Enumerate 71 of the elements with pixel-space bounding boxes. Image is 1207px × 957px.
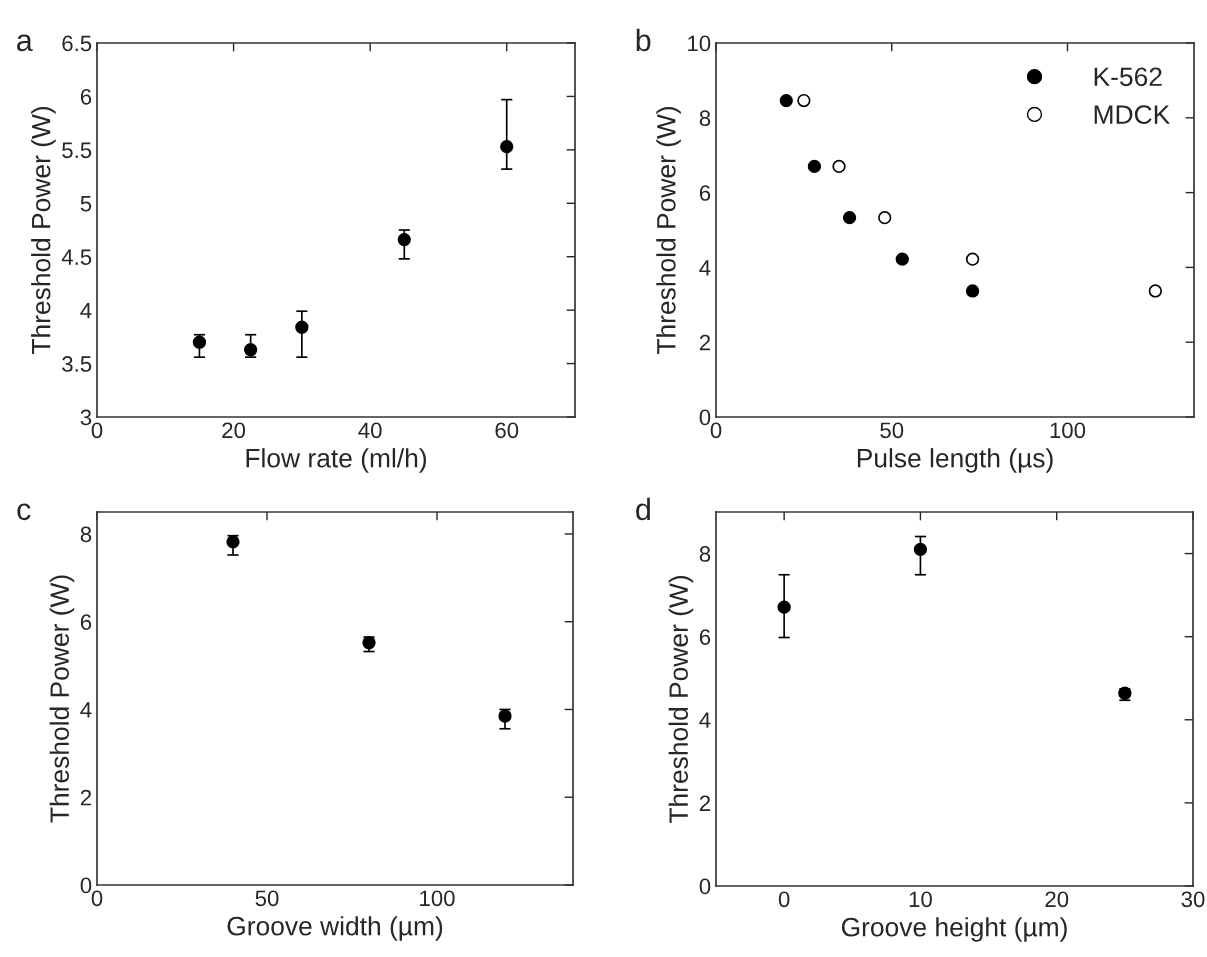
point — [842, 211, 857, 225]
y-tick-label: 10 — [688, 35, 711, 52]
y-tick-label: 2 — [80, 789, 92, 806]
y-tick-label: 4.5 — [61, 249, 92, 265]
y-tick-label: 3 — [80, 409, 92, 426]
y-tick-label: 8 — [80, 526, 92, 543]
y-tick-label: 0 — [80, 877, 92, 894]
point — [965, 284, 980, 298]
x-tick-label: 50 — [880, 422, 904, 439]
text: c — [17, 503, 31, 521]
point — [965, 252, 980, 266]
x-tick-label: 40 — [358, 422, 382, 439]
point — [807, 159, 822, 174]
y-tick-label: 4 — [699, 260, 711, 276]
x-axis-title: Groove width (µm) — [227, 916, 443, 941]
y-tick-label: 5 — [80, 196, 92, 212]
y-tick-label: 4 — [699, 712, 711, 728]
point — [226, 535, 240, 549]
x-tick-label: 30 — [1181, 891, 1205, 908]
legend-label: K-562 — [1094, 67, 1162, 87]
y-axis-title: Threshold Power (W) — [656, 106, 681, 355]
x-tick-label: 0 — [91, 890, 103, 907]
x-tick-label: 0 — [91, 422, 103, 439]
y-tick-label: 5.5 — [62, 142, 92, 159]
point — [243, 343, 258, 357]
x-tick-label: 10 — [909, 891, 932, 908]
point — [500, 140, 514, 154]
legend-label: MDCK — [1094, 105, 1170, 124]
point — [295, 320, 309, 334]
point — [797, 93, 811, 108]
x-axis-title: Pulse length (µs) — [857, 448, 1053, 473]
point — [779, 93, 793, 108]
y-tick-label: 2 — [699, 795, 711, 811]
x-axis-title: Groove height (µm) — [841, 917, 1067, 942]
point — [192, 335, 207, 349]
y-tick-label: 4 — [80, 302, 92, 319]
x-tick-label: 0 — [710, 422, 722, 439]
x-tick-label: 20 — [222, 422, 246, 439]
y-axis-title: Threshold Power (W) — [31, 106, 56, 355]
y-axis-title: Threshold Power (W) — [49, 575, 75, 823]
x-tick-label: 0 — [778, 891, 790, 908]
y-tick-label: 6 — [80, 614, 92, 630]
x-tick-label: 100 — [1050, 422, 1086, 439]
text: a — [17, 34, 33, 52]
point — [913, 542, 928, 557]
point — [397, 232, 411, 247]
y-tick-label: 3.5 — [62, 356, 92, 372]
y-tick-label: 6 — [699, 629, 711, 645]
y-tick-label: 8 — [699, 110, 711, 127]
point — [1148, 284, 1162, 298]
x-tick-label: 60 — [495, 422, 519, 439]
y-tick-label: 0 — [699, 409, 711, 426]
text: b — [636, 28, 651, 52]
x-axis-title: Flow rate (ml/h) — [246, 448, 427, 473]
x-tick-label: 50 — [255, 890, 279, 907]
x-tick-label: 100 — [420, 890, 455, 907]
y-tick-label: 6 — [80, 88, 92, 105]
point — [878, 211, 892, 225]
point — [895, 252, 909, 266]
y-tick-label: 2 — [699, 334, 711, 351]
point — [832, 159, 846, 174]
y-tick-label: 6.5 — [62, 35, 92, 52]
text: d — [636, 497, 650, 521]
x-tick-label: 20 — [1045, 891, 1069, 908]
y-tick-label: 8 — [699, 546, 711, 562]
y-tick-label: 6 — [699, 185, 711, 201]
y-tick-label: 0 — [699, 878, 711, 895]
point — [498, 709, 512, 723]
y-axis-title: Threshold Power (W) — [668, 575, 694, 824]
point — [777, 600, 791, 614]
y-tick-label: 4 — [80, 702, 92, 718]
